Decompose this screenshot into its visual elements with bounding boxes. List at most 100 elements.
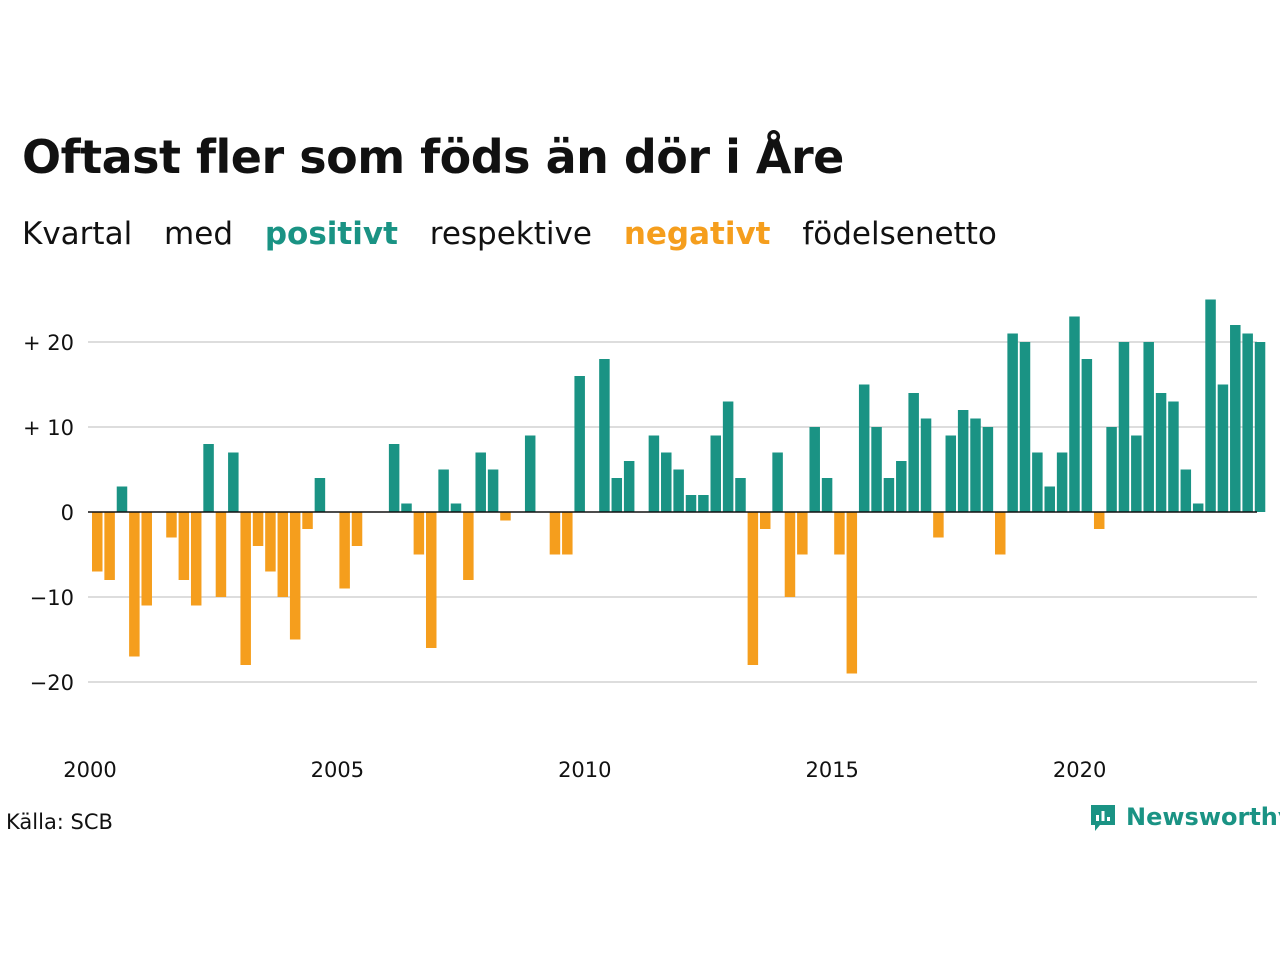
bar — [797, 512, 808, 555]
bar — [599, 359, 610, 512]
bar — [562, 512, 573, 555]
x-tick-label: 2015 — [805, 758, 858, 782]
bar — [661, 452, 672, 512]
bar — [388, 444, 400, 512]
bar — [1131, 435, 1142, 512]
bar — [450, 503, 462, 512]
subtitle-word-net-births: födelsenetto — [802, 216, 997, 252]
bar — [933, 512, 944, 538]
bar — [1007, 333, 1018, 512]
bar — [1032, 452, 1043, 512]
bar — [759, 512, 771, 529]
bar — [277, 512, 289, 597]
bar — [809, 427, 820, 512]
bar — [302, 512, 313, 529]
bar — [252, 512, 264, 546]
bar — [883, 478, 895, 512]
bar — [1069, 316, 1080, 512]
y-tick-label: + 20 — [23, 331, 74, 355]
x-tick-label: 2010 — [558, 758, 611, 782]
y-tick-label: + 10 — [23, 416, 74, 440]
bar — [623, 461, 635, 512]
brand-logo: Newsworthy — [1088, 802, 1280, 832]
bar — [487, 469, 499, 512]
bar — [141, 512, 152, 606]
bar — [1192, 503, 1204, 512]
bar — [425, 512, 437, 648]
bar — [116, 486, 128, 512]
bar — [982, 427, 994, 512]
bar — [413, 512, 425, 555]
bar — [945, 435, 957, 512]
bar — [908, 393, 919, 512]
bar — [463, 512, 474, 580]
bar — [970, 418, 981, 512]
brand-name: Newsworthy — [1126, 803, 1280, 831]
subtitle-word-quarter: Kvartal — [22, 216, 133, 252]
bar — [673, 469, 684, 512]
x-tick-label: 2000 — [63, 758, 116, 782]
newsworthy-logo-icon — [1091, 805, 1115, 831]
bar — [685, 495, 697, 512]
bar — [289, 512, 301, 640]
bar — [1143, 342, 1154, 512]
bar — [698, 495, 709, 512]
subtitle-word-with: med — [164, 216, 233, 252]
bar — [574, 376, 585, 512]
bar — [1180, 469, 1192, 512]
bar — [1242, 333, 1253, 512]
bar — [1217, 384, 1229, 512]
bar — [722, 401, 734, 512]
bar — [438, 469, 449, 512]
bar-chart: + 20 + 10 0 −10 −20 2000 2005 2010 2015 2020 — [23, 299, 1266, 782]
bar — [351, 512, 363, 546]
bar — [858, 384, 870, 512]
chart-subtitle: Kvartal med positivt respektive negativt… — [22, 216, 1019, 252]
bar — [401, 503, 412, 512]
bar — [314, 478, 326, 512]
bar — [1044, 486, 1055, 512]
bar — [166, 512, 177, 538]
bar — [920, 418, 932, 512]
bar — [834, 512, 845, 555]
bar — [784, 512, 796, 597]
bar — [1056, 452, 1068, 512]
y-tick-label: −10 — [30, 586, 74, 610]
bar — [747, 512, 759, 665]
bar — [203, 444, 214, 512]
bar — [215, 512, 227, 597]
bar — [104, 512, 115, 580]
bar — [1254, 342, 1266, 512]
bar — [240, 512, 251, 665]
bar — [611, 478, 623, 512]
bar — [821, 478, 833, 512]
bar — [772, 452, 783, 512]
bar — [1118, 342, 1130, 512]
bar — [1093, 512, 1105, 529]
bar — [178, 512, 190, 580]
bar — [1106, 427, 1117, 512]
bar — [648, 435, 660, 512]
bar — [92, 512, 103, 572]
bar — [500, 512, 511, 521]
bar — [1155, 393, 1167, 512]
bar — [995, 512, 1006, 555]
x-tick-label: 2005 — [311, 758, 364, 782]
bar — [710, 435, 721, 512]
y-tick-label: −20 — [30, 671, 74, 695]
bar — [549, 512, 561, 555]
bar — [228, 452, 239, 512]
bar — [129, 512, 140, 657]
bar — [896, 461, 907, 512]
source-note: Källa: SCB — [6, 810, 113, 834]
bar — [524, 435, 536, 512]
bar — [957, 410, 969, 512]
bar — [190, 512, 202, 606]
chart-title: Oftast fler som föds än dör i Åre — [22, 130, 844, 184]
bar — [1168, 401, 1179, 512]
bar — [846, 512, 858, 674]
bar — [1205, 299, 1216, 512]
bar — [1019, 342, 1031, 512]
bar — [871, 427, 882, 512]
bar — [339, 512, 350, 589]
